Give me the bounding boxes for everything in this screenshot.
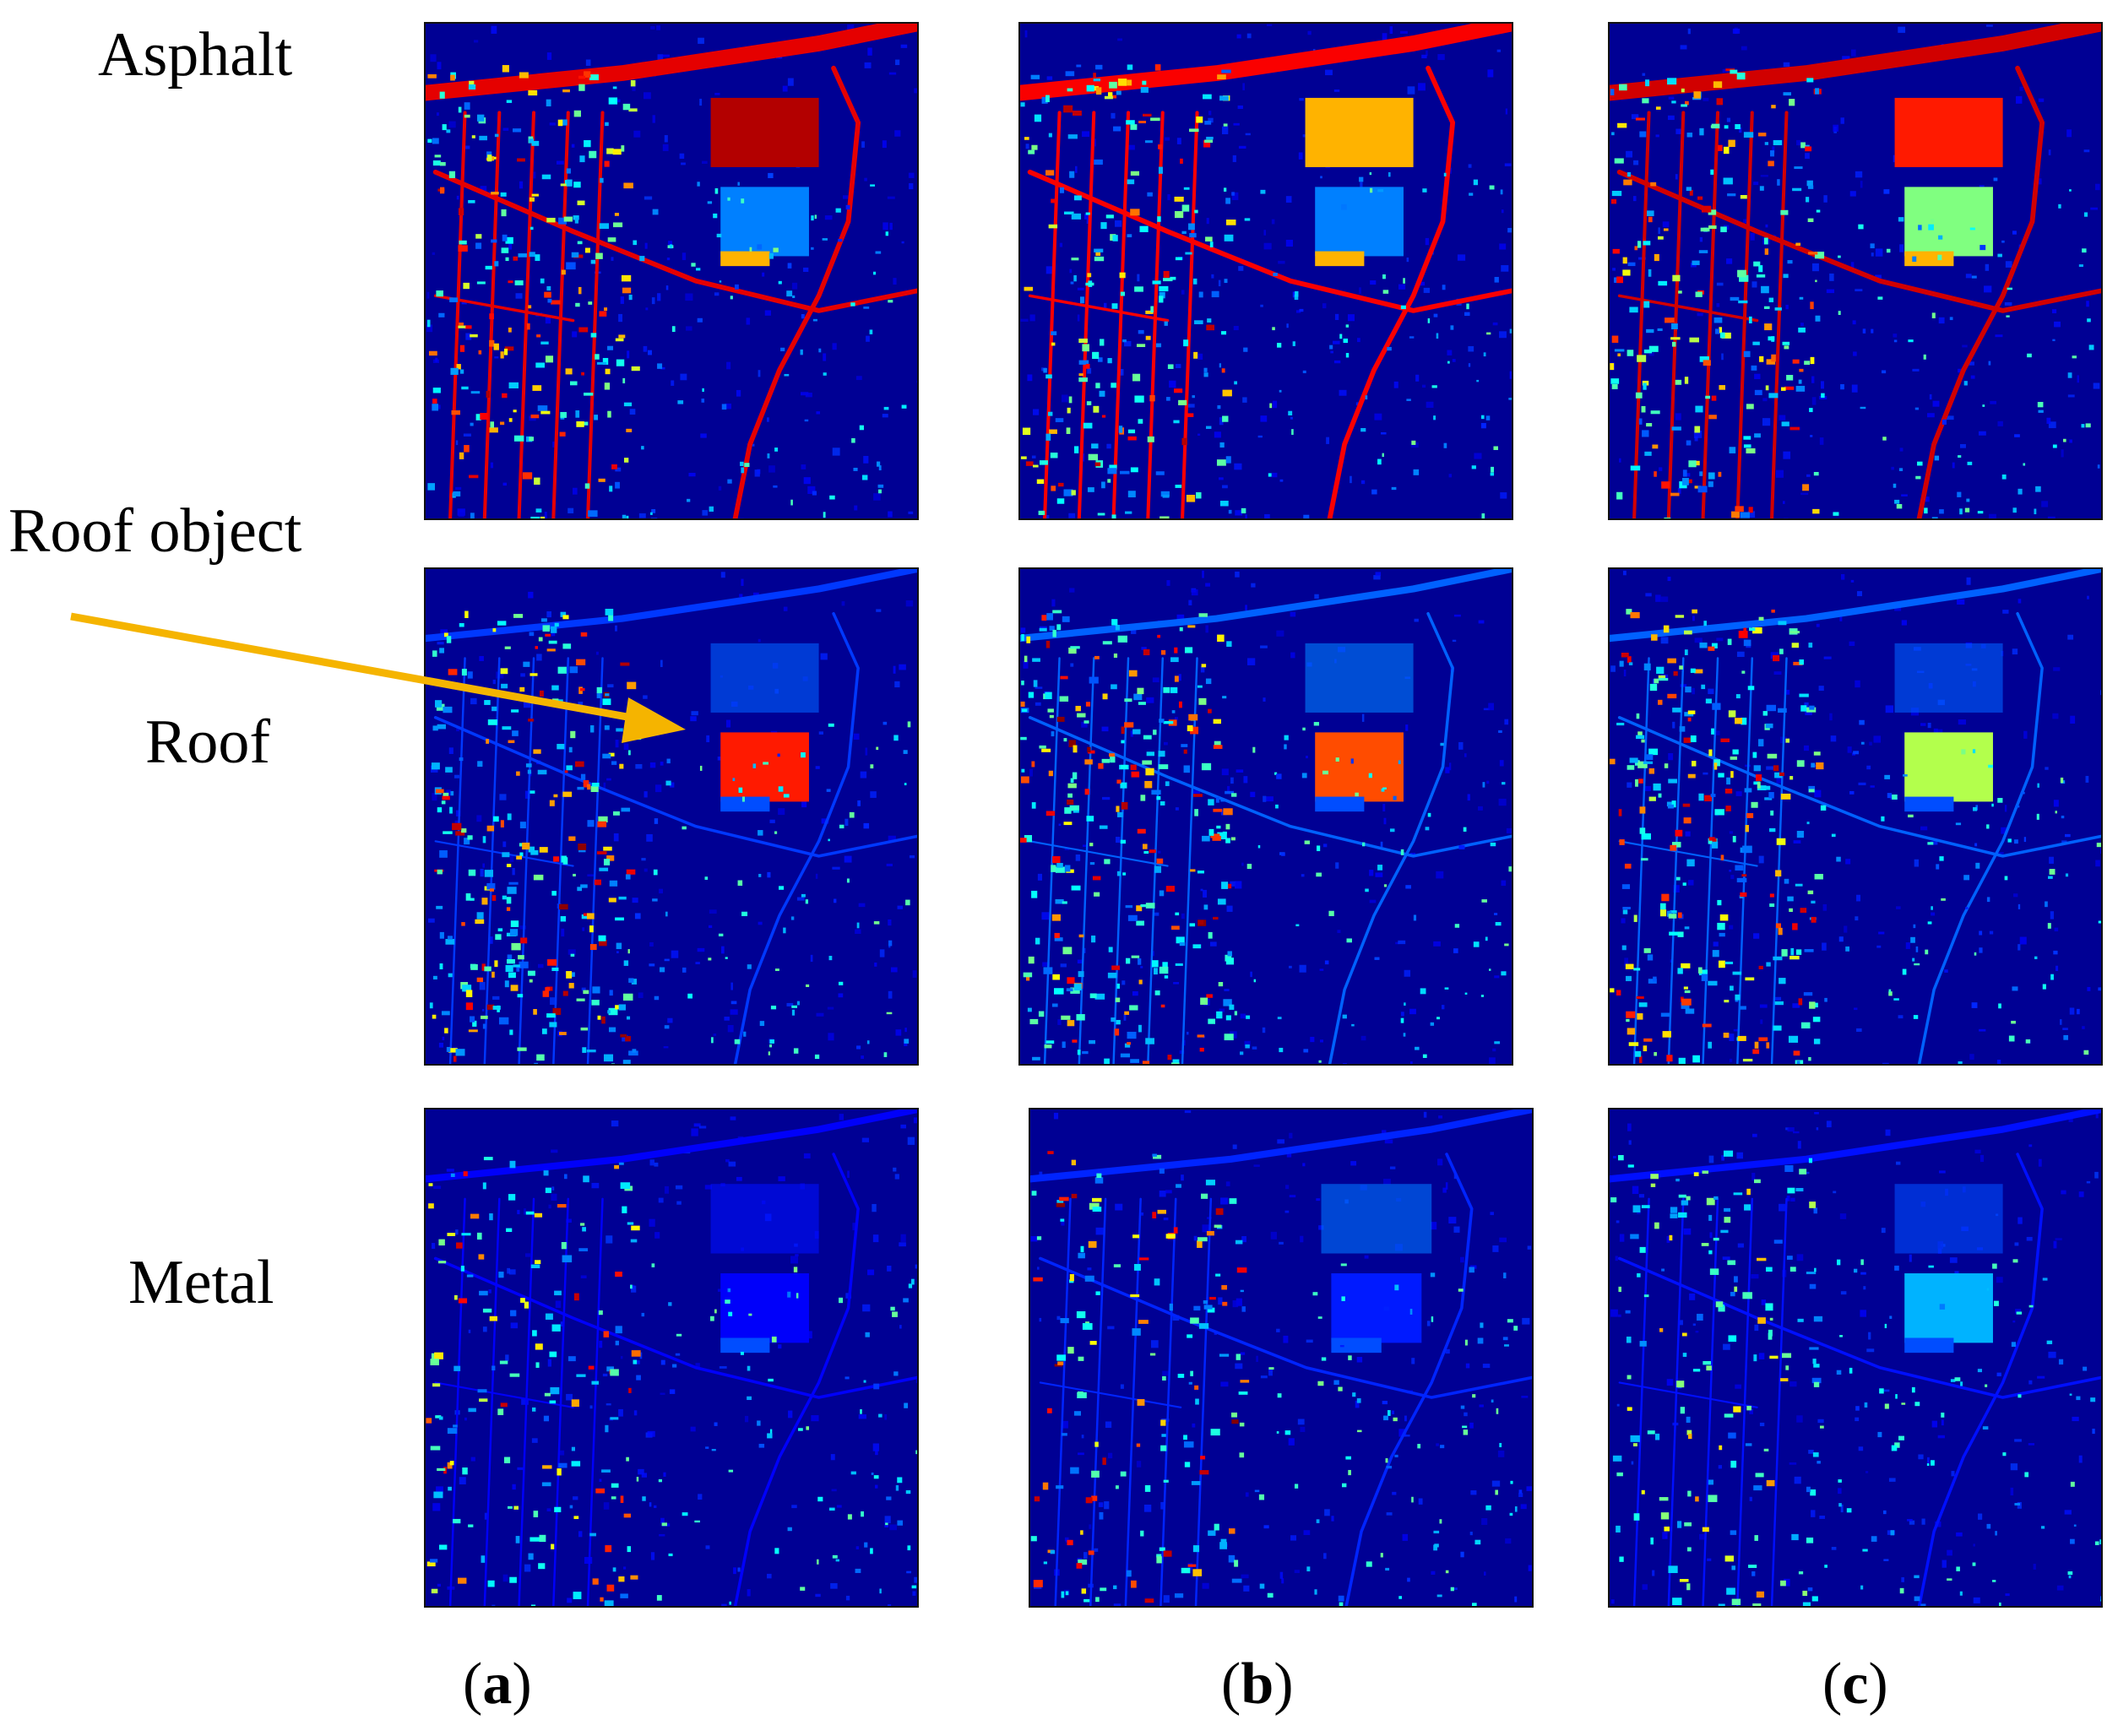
row-label-roof: Roof	[145, 708, 270, 777]
map-panel-asphalt-c	[1608, 22, 2103, 520]
map-panel-roof-c	[1608, 567, 2103, 1066]
column-caption-c: (c)	[1822, 1652, 1888, 1717]
map-panel-asphalt-a	[424, 22, 919, 520]
map-panel-roof-b	[1018, 567, 1513, 1066]
row-label-asphalt: Asphalt	[98, 20, 293, 90]
column-caption-b: (b)	[1221, 1652, 1294, 1717]
map-panel-roof-a	[424, 567, 919, 1066]
column-caption-a: (a)	[463, 1652, 532, 1717]
row-label-metal: Metal	[128, 1248, 274, 1317]
map-panel-metal-b	[1029, 1108, 1534, 1608]
map-panel-metal-c	[1608, 1108, 2103, 1608]
row-label-roof-object: Roof object	[8, 496, 302, 566]
map-panel-metal-a	[424, 1108, 919, 1608]
map-panel-asphalt-b	[1018, 22, 1513, 520]
